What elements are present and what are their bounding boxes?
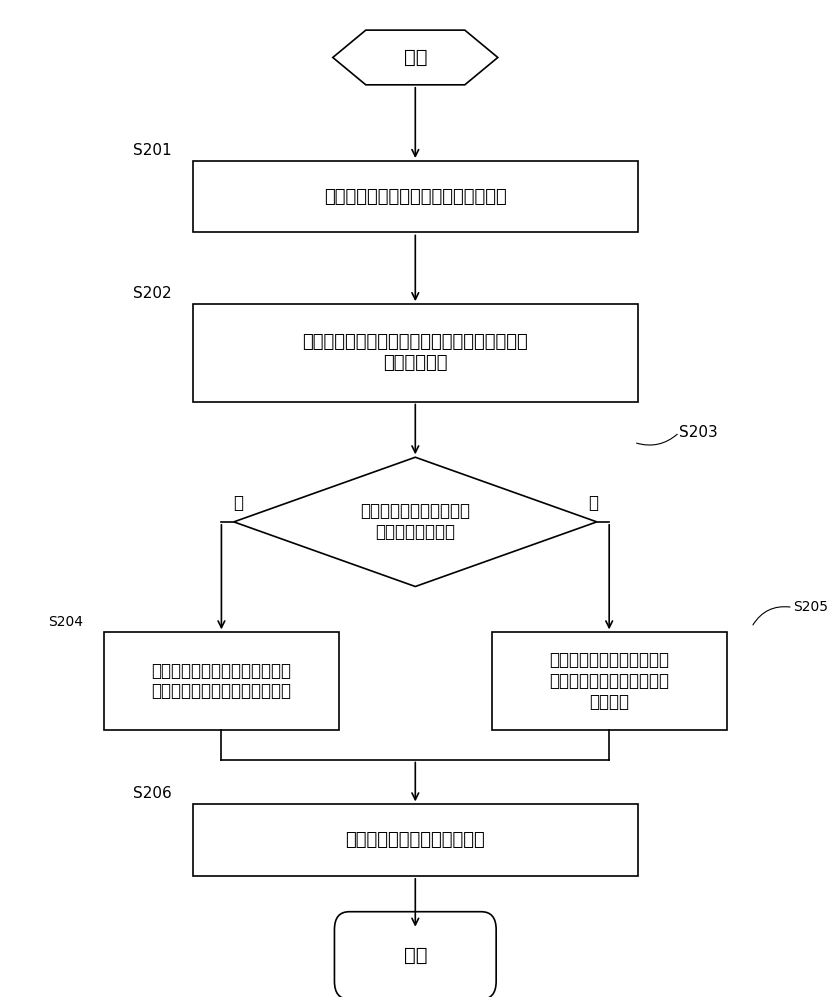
- Text: 将所述的平滑后的平均振幅谱的
第二峰值所对应的频率作为主频: 将所述的平滑后的平均振幅谱的 第二峰值所对应的频率作为主频: [152, 662, 292, 700]
- Text: S201: S201: [133, 143, 172, 158]
- Text: 对所述的平均振幅谱进行平滑处理，得到平滑后
的平均振幅谱: 对所述的平均振幅谱进行平滑处理，得到平滑后 的平均振幅谱: [303, 333, 528, 372]
- Text: S204: S204: [49, 615, 83, 629]
- Text: 将所述的平滑后的平均振幅
谱的第一峰值所对应的频率
作为主频: 将所述的平滑后的平均振幅 谱的第一峰值所对应的频率 作为主频: [549, 651, 670, 711]
- Text: 结束: 结束: [404, 946, 427, 965]
- Text: 开始: 开始: [404, 48, 427, 67]
- FancyBboxPatch shape: [104, 632, 339, 730]
- Text: 是: 是: [233, 494, 243, 512]
- Text: S202: S202: [133, 286, 172, 301]
- Text: S203: S203: [680, 425, 718, 440]
- Text: 确定所述的地震记录对应的平均振幅谱: 确定所述的地震记录对应的平均振幅谱: [324, 188, 507, 206]
- FancyBboxPatch shape: [193, 804, 638, 876]
- FancyBboxPatch shape: [193, 304, 638, 402]
- Text: 根据所述的主频确定目标函数: 根据所述的主频确定目标函数: [345, 831, 485, 849]
- FancyBboxPatch shape: [193, 161, 638, 232]
- FancyBboxPatch shape: [334, 912, 496, 999]
- Text: 所述的地震记录中是否存
在较强的面波干扰: 所述的地震记录中是否存 在较强的面波干扰: [360, 502, 470, 541]
- Text: 否: 否: [587, 494, 597, 512]
- FancyBboxPatch shape: [492, 632, 727, 730]
- Text: S206: S206: [133, 786, 172, 801]
- Text: S205: S205: [793, 600, 828, 614]
